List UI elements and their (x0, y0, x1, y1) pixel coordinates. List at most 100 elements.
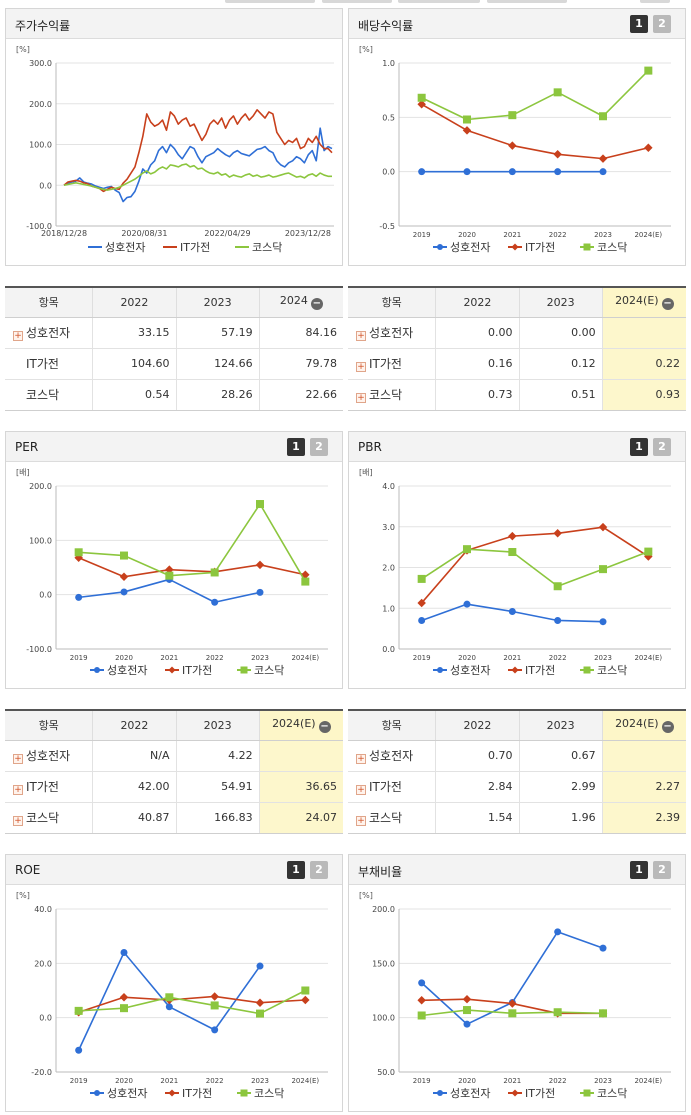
page-1-button[interactable]: 1 (287, 861, 305, 879)
table-cell (601, 317, 686, 349)
data-point-seongho (508, 608, 516, 616)
data-point-seongho (554, 928, 562, 936)
legend-label-seongho: 성호전자 (105, 241, 145, 254)
page-2-button[interactable]: 2 (310, 438, 328, 456)
data-point-kosdaq (508, 548, 517, 557)
x-tick-label: 2022 (206, 654, 224, 662)
data-point-it-appliance (255, 560, 265, 570)
legend-label-kosdaq: 코스닥 (254, 664, 284, 677)
data-point-seongho (599, 618, 607, 626)
column-header-2024(E): 2024(E) − (601, 711, 686, 741)
stock-return-table: 항목 2022 2023 2024− + 성호전자 33.15 57.19 84.16 IT가전 1… (5, 286, 343, 411)
expand-plus-icon[interactable]: + (13, 754, 23, 764)
page-1-button[interactable]: 1 (287, 438, 305, 456)
collapse-icon[interactable]: − (661, 721, 674, 734)
series-line-seongho (63, 127, 333, 203)
collapse-icon[interactable]: − (310, 298, 323, 311)
data-point-kosdaq (463, 1006, 471, 1015)
data-point-kosdaq (74, 548, 83, 557)
expand-plus-icon[interactable]: + (356, 362, 366, 372)
x-tick-label: 2020 (458, 654, 476, 662)
y-tick-label: 40.0 (34, 905, 52, 914)
row-label[interactable]: + 성호전자 (348, 740, 436, 772)
expand-plus-icon[interactable]: + (13, 816, 23, 827)
row-label[interactable]: + IT가전 (5, 771, 93, 803)
y-tick-label: 0.0 (39, 1014, 52, 1023)
row-label[interactable]: + 코스닥 (356, 811, 403, 827)
x-tick-label: 2019 (413, 654, 431, 662)
legend-label-seongho: 성호전자 (107, 1087, 147, 1100)
table-cell: 0.70 (435, 740, 520, 772)
table-row: + 코스닥 40.87 166.83 24.07 (5, 802, 343, 833)
row-label[interactable]: + 성호전자 (348, 317, 436, 349)
pbr-table: 항목 2022 2023 2024(E) − + 성호전자 0.70 0.67 + IT가전 2.84… (348, 709, 686, 834)
collapse-icon[interactable]: − (318, 721, 331, 734)
pbr-panel: PBR 1 2 [배] 4.0 3.0 2.0 1.0 0.0 2019 2020 2021 20… (348, 431, 686, 689)
expand-plus-icon[interactable]: + (13, 331, 23, 341)
row-label[interactable]: + IT가전 (348, 771, 436, 803)
data-point-it-appliance (644, 143, 653, 153)
expand-plus-icon[interactable]: + (356, 785, 366, 795)
row-label[interactable]: + 코스닥 (13, 811, 60, 827)
y-tick-label: 20.0 (34, 959, 52, 968)
legend-label-it-appliance: IT가전 (525, 241, 555, 254)
table-cell: 4.22 (175, 740, 260, 772)
x-tick-label: 2022/04/29 (204, 229, 250, 238)
data-point-it-appliance (119, 993, 129, 1002)
y-tick-label: 0.0 (382, 645, 395, 654)
data-point-kosdaq (599, 112, 607, 121)
data-point-kosdaq (301, 986, 310, 995)
page-2-button[interactable]: 2 (653, 861, 671, 879)
row-label[interactable]: + 성호전자 (5, 317, 93, 349)
data-point-kosdaq (120, 1004, 128, 1013)
x-tick-label: 2020 (458, 1077, 476, 1085)
row-label[interactable]: + 성호전자 (5, 740, 93, 772)
expand-plus-icon[interactable]: + (356, 816, 366, 827)
data-point-kosdaq (508, 1009, 517, 1018)
page-1-button[interactable]: 1 (630, 861, 648, 879)
expand-plus-icon[interactable]: + (13, 785, 23, 795)
legend: 성호전자 IT가전 코스닥 (433, 241, 627, 254)
column-header-item: 항목 (348, 288, 436, 318)
row-label[interactable]: + IT가전 (348, 348, 436, 380)
table-cell: N/A (92, 740, 177, 772)
y-tick-label: 1.0 (382, 59, 395, 68)
expand-plus-icon[interactable]: + (356, 331, 366, 341)
legend: 성호전자 IT가전 코스닥 (88, 241, 282, 254)
row-label[interactable]: + 코스닥 (356, 388, 403, 404)
x-tick-label: 2024(E) (634, 1077, 662, 1085)
page-2-button[interactable]: 2 (310, 861, 328, 879)
chart-svg: [배] 200.0 100.0 0.0 -100.0 2019 2020 2021 2022 20… (16, 468, 328, 677)
data-point-seongho (418, 616, 426, 624)
table-row: + 성호전자 N/A 4.22 (5, 740, 343, 772)
data-point-it-appliance (417, 996, 426, 1005)
data-table: 항목 2022 2023 2024(E) − + 성호전자 N/A 4.22 + IT가전 42.00… (5, 711, 343, 833)
y-tick-label: 50.0 (377, 1068, 395, 1077)
expand-plus-icon[interactable]: + (356, 754, 366, 764)
page-1-button[interactable]: 1 (630, 438, 648, 456)
data-table: 항목 2022 2023 2024(E) − + 성호전자 0.00 0.00 + IT가전 0.16… (348, 288, 686, 410)
data-point-kosdaq (599, 1009, 607, 1018)
page-2-button[interactable]: 2 (653, 438, 671, 456)
x-tick-label: 2020/08/31 (121, 229, 167, 238)
column-header-item: 항목 (348, 711, 436, 741)
table-cell: 54.91 (175, 771, 260, 803)
data-point-seongho (418, 168, 426, 176)
page-1-button[interactable]: 1 (630, 15, 648, 33)
expand-plus-icon[interactable]: + (356, 393, 366, 404)
legend: 성호전자 IT가전 코스닥 (90, 1087, 284, 1100)
table-row: + 성호전자 33.15 57.19 84.16 (5, 317, 343, 349)
table-cell: 0.54 (92, 379, 177, 410)
page-2-button[interactable]: 2 (653, 15, 671, 33)
y-tick-label: 150.0 (372, 959, 395, 968)
y-tick-label: -0.5 (379, 222, 395, 231)
data-point-seongho (211, 598, 219, 606)
legend-label-seongho: 성호전자 (450, 664, 490, 677)
table-cell: 2.99 (518, 771, 603, 803)
y-tick-label: 0.0 (39, 591, 52, 600)
collapse-icon[interactable]: − (661, 298, 674, 311)
data-point-seongho (120, 588, 128, 596)
data-point-kosdaq (644, 66, 653, 75)
series-line-kosdaq (63, 163, 332, 191)
data-point-kosdaq (599, 565, 607, 574)
